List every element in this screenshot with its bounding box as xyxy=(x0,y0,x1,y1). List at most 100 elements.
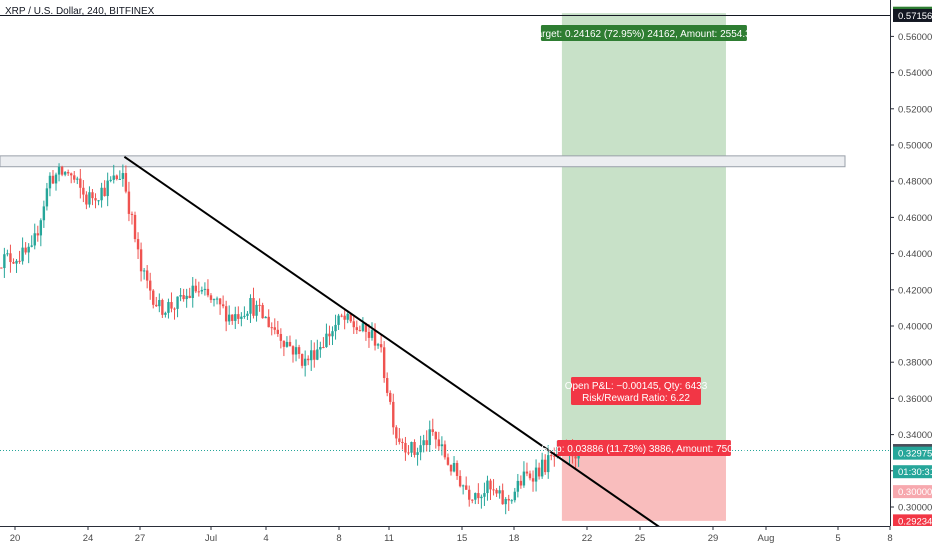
candle-body-161 xyxy=(486,480,489,494)
candle-body-101 xyxy=(303,358,307,366)
candle-body-51 xyxy=(152,290,155,305)
candle-body-134 xyxy=(404,442,407,453)
position-labels: Target: 0.24162 (72.95%) 24162, Amount: … xyxy=(532,25,757,456)
candle-body-131 xyxy=(395,427,398,439)
y-tick-label-12: 0.48000 xyxy=(898,177,932,188)
candle-body-149 xyxy=(449,464,453,472)
candle-body-177 xyxy=(534,467,538,482)
price-tag-5 xyxy=(893,465,932,479)
candle-body-120 xyxy=(361,323,365,331)
price-tag-label-7: 0.29234 xyxy=(898,516,932,527)
candle-body-43 xyxy=(127,191,131,214)
candle-body-135 xyxy=(407,452,410,454)
candle-body-96 xyxy=(288,341,292,347)
candle-body-58 xyxy=(173,308,176,310)
candle-body-139 xyxy=(419,445,422,453)
candle-body-68 xyxy=(203,288,207,290)
candle-body-130 xyxy=(392,401,395,428)
candle-body-6 xyxy=(15,260,18,264)
candle-body-100 xyxy=(300,353,304,366)
candle-body-29 xyxy=(85,194,88,205)
y-tick-label-9: 0.42000 xyxy=(898,285,932,296)
candle-body-52 xyxy=(155,304,158,307)
candle-body-48 xyxy=(142,270,146,272)
candle-body-95 xyxy=(285,341,289,347)
candle-body-56 xyxy=(167,302,170,313)
price-tag-label-6: 0.30000 xyxy=(898,487,932,498)
x-tick-label-5: 8 xyxy=(336,533,341,544)
candle-body-92 xyxy=(276,329,280,334)
descending-trendline[interactable] xyxy=(123,155,726,550)
candle-body-148 xyxy=(446,457,450,465)
candle-body-104 xyxy=(313,350,316,360)
candle-body-112 xyxy=(337,315,340,325)
y-tick-label-8: 0.40000 xyxy=(898,322,932,333)
candle-body-129 xyxy=(389,392,392,402)
price-tags: 0.603520.572820.571560.331200.3297501:30… xyxy=(893,6,932,528)
candle-body-175 xyxy=(528,473,532,479)
candle-body-45 xyxy=(133,214,137,240)
price-tag-label-5: 01:30:31 xyxy=(898,467,932,478)
candle-body-42 xyxy=(124,173,128,192)
candle-body-98 xyxy=(294,347,298,355)
candle-body-20 xyxy=(57,166,61,175)
candle-body-142 xyxy=(428,429,431,446)
candle-body-137 xyxy=(413,441,416,455)
candle-body-127 xyxy=(382,347,386,379)
candle-body-108 xyxy=(325,333,328,348)
candle-body-81 xyxy=(243,315,246,317)
candle-body-144 xyxy=(434,431,438,440)
x-tick-label-2: 27 xyxy=(135,533,146,544)
candle-body-110 xyxy=(331,331,334,337)
candle-body-124 xyxy=(373,330,377,346)
price-tag-label-4: 0.32975 xyxy=(898,449,932,460)
candle-body-162 xyxy=(489,480,492,490)
candle-body-47 xyxy=(139,249,143,272)
x-tick-label-7: 15 xyxy=(457,533,468,544)
candle-body-70 xyxy=(209,295,213,300)
open-pnl-label-text-1: Risk/Reward Ratio: 6.22 xyxy=(582,393,690,404)
open-pnl-label-box xyxy=(571,377,701,405)
x-tick-label-8: 18 xyxy=(509,533,520,544)
candle-body-109 xyxy=(328,333,331,337)
candle-body-12 xyxy=(33,233,36,246)
candle-body-84 xyxy=(252,298,255,316)
candle-body-28 xyxy=(82,187,85,195)
y-tick-label-14: 0.52000 xyxy=(898,104,932,115)
candle-body-171 xyxy=(516,480,520,492)
y-tick-label-10: 0.44000 xyxy=(898,249,932,260)
candle-body-169 xyxy=(510,500,513,502)
candle-body-16 xyxy=(45,188,49,207)
price-tag-2 xyxy=(893,8,932,22)
resistance-zone[interactable] xyxy=(0,155,846,168)
candle-body-80 xyxy=(240,316,243,319)
candle-body-77 xyxy=(231,314,234,321)
candle-body-62 xyxy=(185,295,188,300)
candle-body-86 xyxy=(258,304,261,306)
time-scale[interactable]: 20 24 27 Jul 4 8 11 15 18 22 25 29 Aug 5 8 xyxy=(10,526,893,544)
x-tick-label-9: 22 xyxy=(582,533,593,544)
candle-body-159 xyxy=(480,496,483,499)
candle-body-119 xyxy=(358,330,362,332)
y-tick-label-16: 0.56000 xyxy=(898,32,932,43)
candle-body-18 xyxy=(51,175,55,184)
candle-body-181 xyxy=(547,455,550,473)
candle-body-154 xyxy=(464,485,468,490)
candle-body-67 xyxy=(200,289,204,292)
x-tick-label-4: 4 xyxy=(263,533,268,544)
candle-body-22 xyxy=(63,172,67,175)
candle-body-25 xyxy=(73,175,76,180)
y-tick-label-15: 0.54000 xyxy=(898,68,932,79)
candle-body-151 xyxy=(455,463,459,476)
candle-body-174 xyxy=(525,471,529,474)
candle-body-147 xyxy=(443,444,447,458)
candle-body-60 xyxy=(179,295,182,297)
candle-body-72 xyxy=(215,298,219,300)
candle-body-69 xyxy=(206,288,210,296)
candle-body-63 xyxy=(188,295,191,298)
trendline-layer[interactable] xyxy=(123,155,726,550)
loss-zone[interactable] xyxy=(561,450,726,521)
price-tag-4 xyxy=(893,446,932,460)
candle-body-36 xyxy=(106,180,109,197)
